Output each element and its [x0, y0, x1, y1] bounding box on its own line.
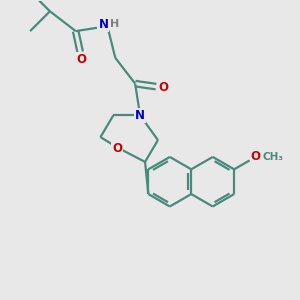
Text: H: H [110, 19, 119, 29]
Text: O: O [159, 81, 169, 94]
Text: O: O [76, 53, 87, 66]
Text: CH₃: CH₃ [263, 152, 284, 162]
Text: O: O [112, 142, 122, 154]
Text: O: O [250, 150, 261, 164]
Text: N: N [135, 109, 145, 122]
Text: N: N [98, 18, 108, 31]
